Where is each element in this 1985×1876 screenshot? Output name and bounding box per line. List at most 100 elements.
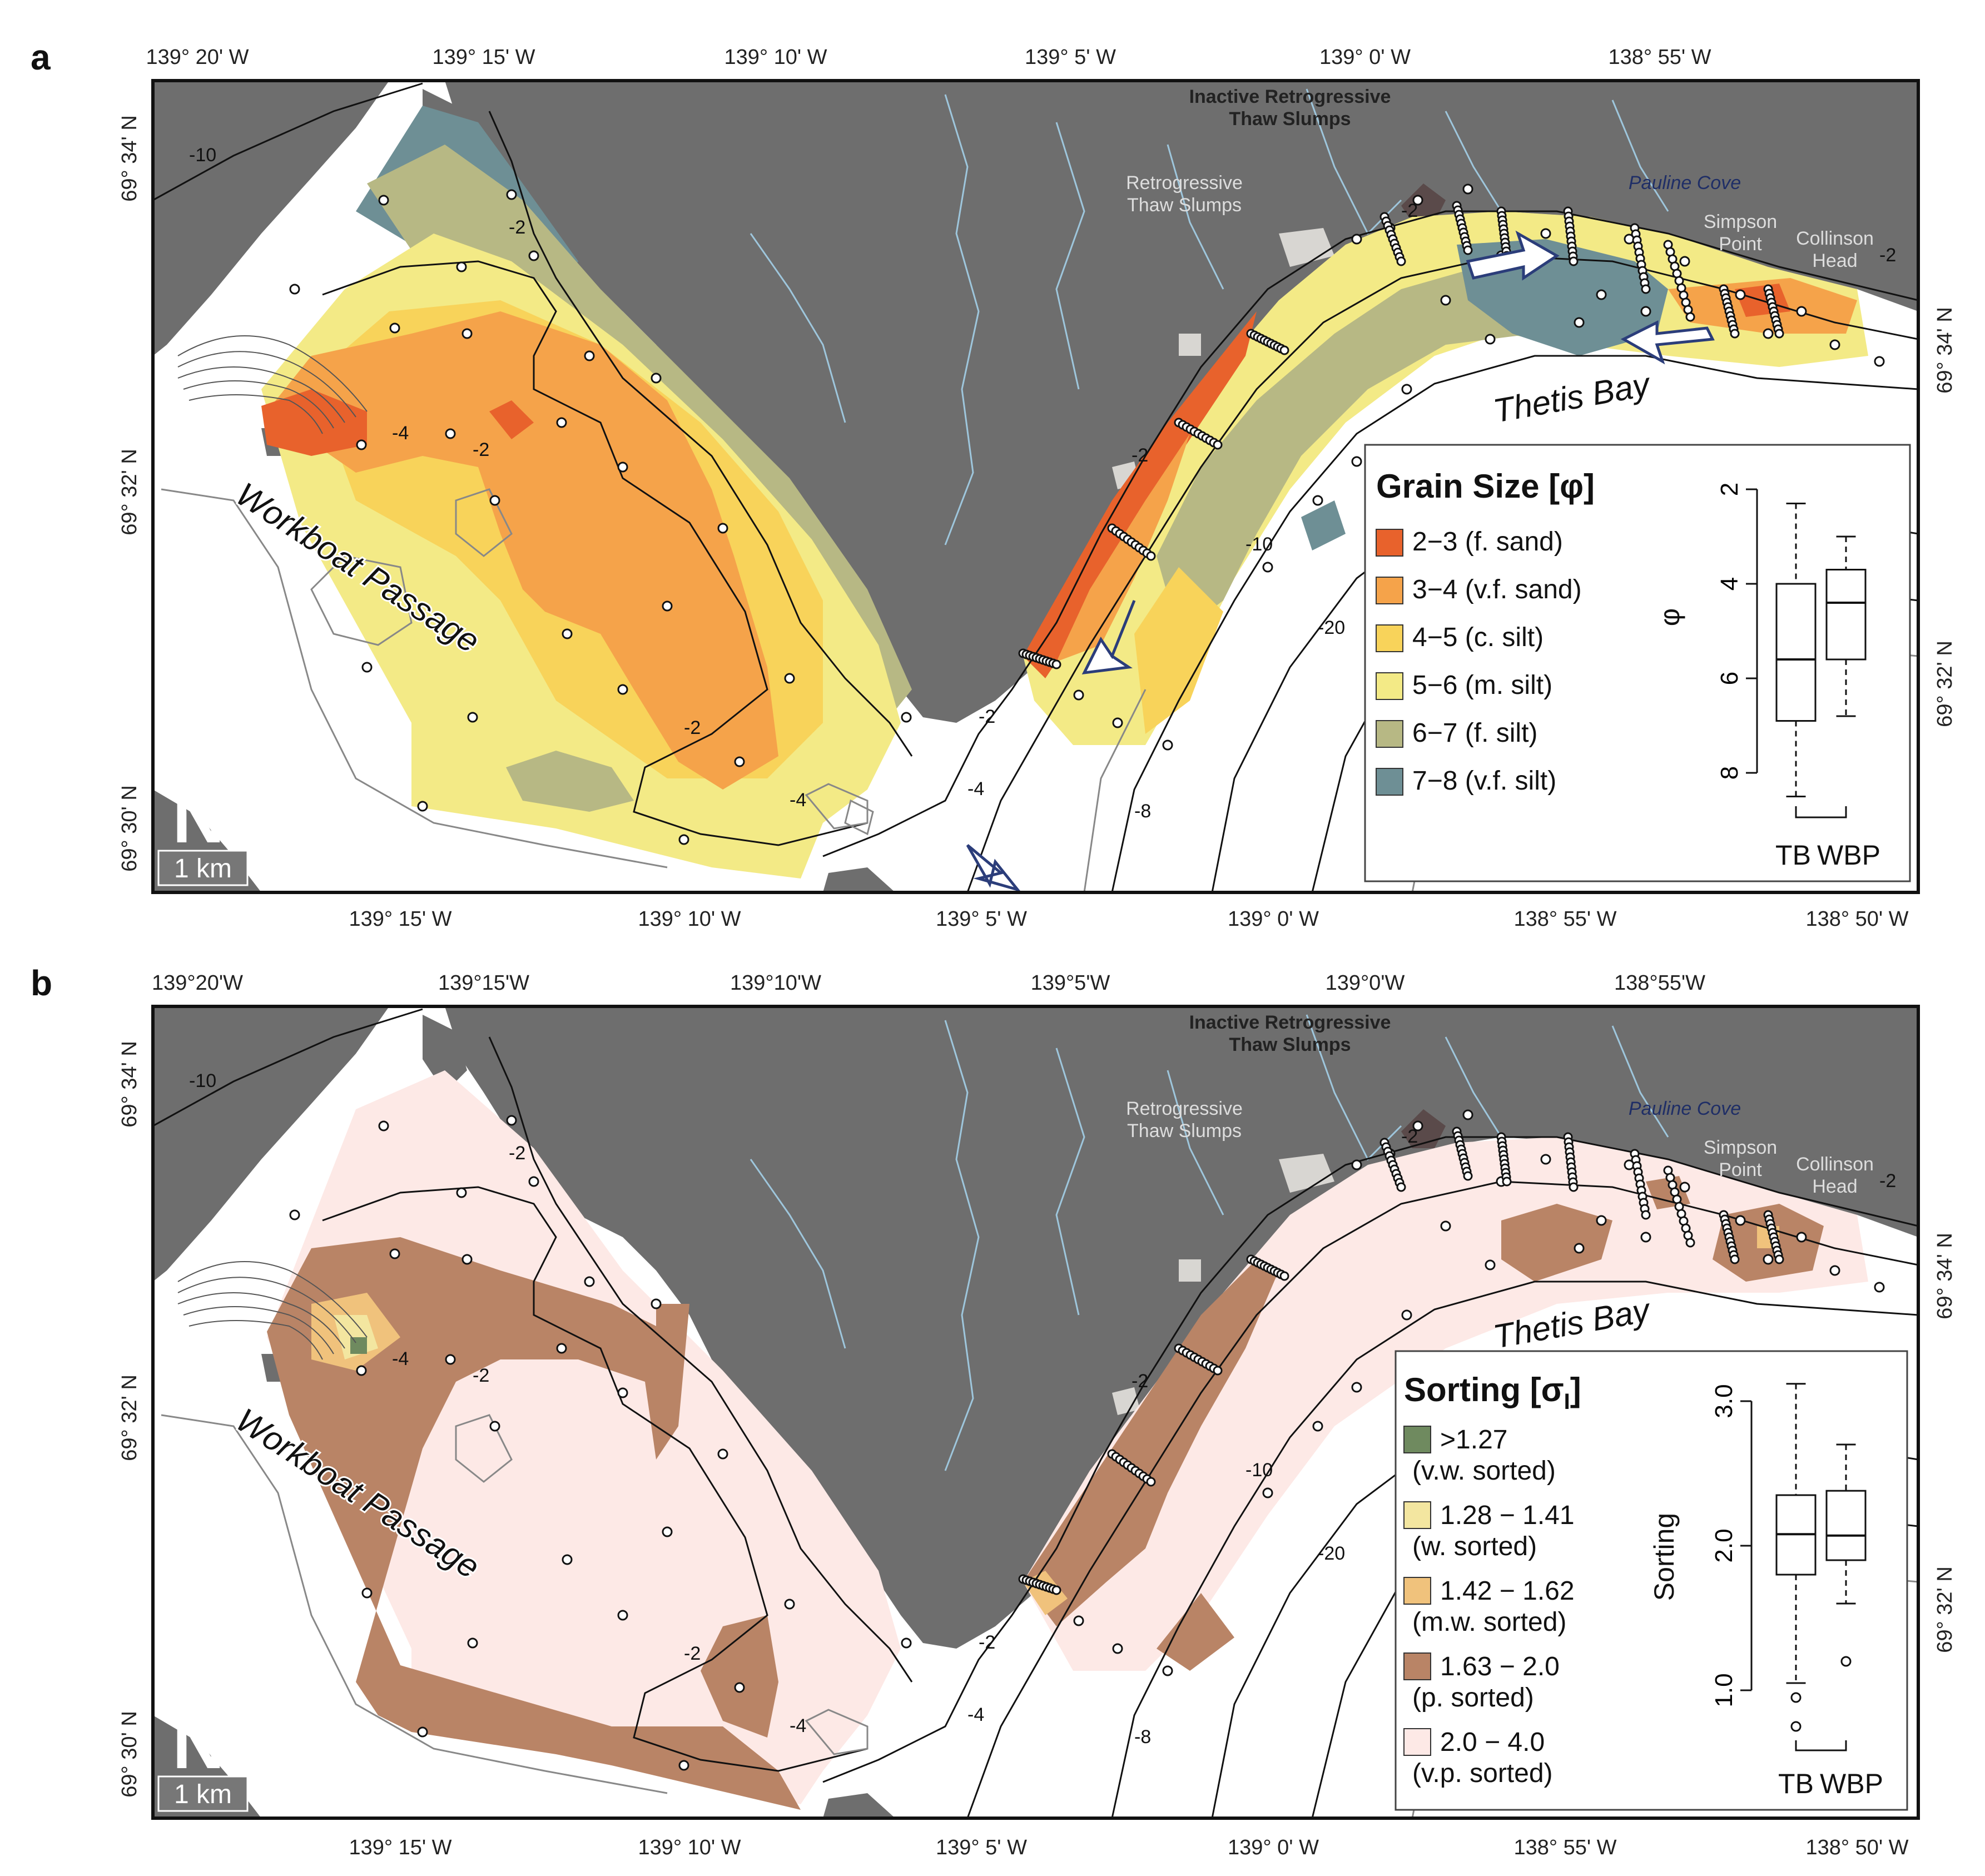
sample-point xyxy=(1463,1171,1473,1181)
collinson-head-label-2: Head xyxy=(1812,1176,1857,1197)
sample-point xyxy=(1640,306,1651,317)
sample-point xyxy=(1312,495,1323,506)
simpson-point-label-2: Point xyxy=(1719,234,1762,255)
sample-point xyxy=(1641,284,1651,294)
boxplot-bracket xyxy=(1795,806,1847,818)
depth-label: -10 xyxy=(189,1070,216,1091)
lon-label: 138° 55' W xyxy=(1608,46,1711,69)
sample-point xyxy=(1146,1477,1156,1487)
lat-label: 69° 34' N xyxy=(1933,1233,1957,1319)
depth-label: -4 xyxy=(967,1704,984,1725)
sample-point xyxy=(678,1760,689,1771)
sample-point xyxy=(417,1726,428,1738)
legend-item-desc: (m.w. sorted) xyxy=(1412,1607,1566,1637)
north-label: N xyxy=(172,1703,225,1784)
sample-point xyxy=(1112,717,1123,728)
sample-point xyxy=(584,350,595,361)
sample-point xyxy=(445,1354,456,1365)
north-arrow: N xyxy=(172,745,239,858)
top-longitudes-a: 139° 20' W 139° 15' W 139° 10' W 139° 5'… xyxy=(146,46,1711,69)
legend-swatch xyxy=(1376,672,1403,700)
sample-point xyxy=(461,1254,473,1265)
legend-item-label: 1.42 − 1.62 xyxy=(1440,1576,1575,1606)
inactive-slumps-label-1: Inactive Retrogressive xyxy=(1189,86,1391,107)
legend-swatch xyxy=(1376,577,1403,604)
sample-point xyxy=(456,1187,467,1198)
boxplot-category: TB xyxy=(1775,840,1811,871)
sample-point xyxy=(378,195,389,206)
depth-labels: -10 -2 -4 -2 -2 -2 -10 -20 -4 -8 -2 -4 -… xyxy=(189,145,1896,822)
lon-label: 138°55'W xyxy=(1614,971,1705,995)
legend-swatch xyxy=(1376,720,1403,748)
depth-label: -4 xyxy=(392,423,409,444)
sample-point xyxy=(1401,1309,1412,1321)
sample-point xyxy=(467,1637,478,1649)
sample-point xyxy=(1685,312,1695,322)
depth-label: -2 xyxy=(684,717,701,738)
sample-point xyxy=(1112,1643,1123,1654)
sample-point xyxy=(1312,1421,1323,1432)
sample-point xyxy=(617,684,628,695)
lon-label: 139°15'W xyxy=(438,971,529,995)
legend-items: >1.27(v.w. sorted) 1.28 − 1.41(w. sorted)… xyxy=(1403,1425,1575,1788)
sample-point xyxy=(1440,295,1451,306)
lat-label: 69° 32' N xyxy=(118,1374,141,1461)
depth-label: -4 xyxy=(790,790,806,811)
collinson-head-label-1: Collinson xyxy=(1796,228,1874,249)
sample-point xyxy=(662,600,673,612)
sample-point xyxy=(1412,1120,1423,1131)
inactive-slumps-label-2: Thaw Slumps xyxy=(1229,108,1351,130)
map-a: -10 -2 -4 -2 -2 -2 -10 -20 -4 -8 -2 -4 -… xyxy=(153,81,1918,892)
sample-point xyxy=(901,1637,912,1649)
sample-point xyxy=(584,1276,595,1287)
sample-point xyxy=(1351,1382,1362,1393)
sample-point xyxy=(784,673,795,684)
depth-label: -4 xyxy=(967,778,984,800)
sample-point xyxy=(1796,1232,1807,1243)
pauline-cove-label: Pauline Cove xyxy=(1629,172,1741,193)
lat-label: 69° 32' N xyxy=(1933,1566,1957,1653)
lat-label: 69° 34' N xyxy=(118,1041,141,1128)
sample-point xyxy=(1051,1585,1061,1595)
slumps-label-2: Thaw Slumps xyxy=(1127,1120,1242,1142)
lon-label: 139° 5' W xyxy=(936,907,1027,931)
lat-label: 69° 34' N xyxy=(118,115,141,202)
sample-point xyxy=(1874,356,1885,367)
legend-item-label: 4−5 (c. silt) xyxy=(1412,623,1544,652)
collinson-head-label-1: Collinson xyxy=(1796,1154,1874,1175)
legend-item-label: 2−3 (f. sand) xyxy=(1412,527,1563,557)
sample-point xyxy=(289,284,300,295)
sample-points xyxy=(289,183,1885,845)
depth-label: -2 xyxy=(979,706,995,727)
sample-point xyxy=(1485,1259,1496,1270)
inactive-slumps-label-2: Thaw Slumps xyxy=(1229,1034,1351,1055)
boxplot-axis-label: φ xyxy=(1654,608,1685,626)
legend-title-end: ] xyxy=(1570,1371,1581,1408)
simpson-point-label-1: Simpson xyxy=(1704,211,1777,232)
legend-items: 2−3 (f. sand) 3−4 (v.f. sand) 4−5 (c. silt… xyxy=(1376,527,1582,796)
lat-label: 69° 32' N xyxy=(1933,641,1957,727)
legend-swatch xyxy=(1376,768,1403,796)
lon-label: 139° 5' W xyxy=(1025,46,1116,69)
sample-point xyxy=(356,1365,367,1376)
sample-point xyxy=(1262,1487,1273,1498)
sample-point xyxy=(1596,289,1607,300)
simpson-point-label-2: Point xyxy=(1719,1159,1762,1180)
sample-point xyxy=(1735,289,1746,300)
sample-point xyxy=(1213,440,1223,450)
sample-point xyxy=(456,261,467,272)
land-west xyxy=(153,1006,389,1282)
boxplot-outlier xyxy=(1790,1721,1802,1732)
sample-point xyxy=(901,712,912,723)
boxplot-tick-label: 2 xyxy=(1716,483,1743,496)
boxplot-outlier xyxy=(1790,1692,1802,1703)
lon-label: 139° 0' W xyxy=(1228,1836,1319,1859)
boxplot-axis-label: Sorting xyxy=(1649,1513,1680,1601)
sample-point xyxy=(1641,1210,1651,1220)
sample-point xyxy=(528,1176,539,1187)
sample-point xyxy=(1735,1215,1746,1226)
transport-arrows xyxy=(966,230,1715,892)
headland-contours xyxy=(177,1261,368,1360)
sample-point xyxy=(1829,339,1840,350)
sample-point xyxy=(1774,1254,1784,1264)
